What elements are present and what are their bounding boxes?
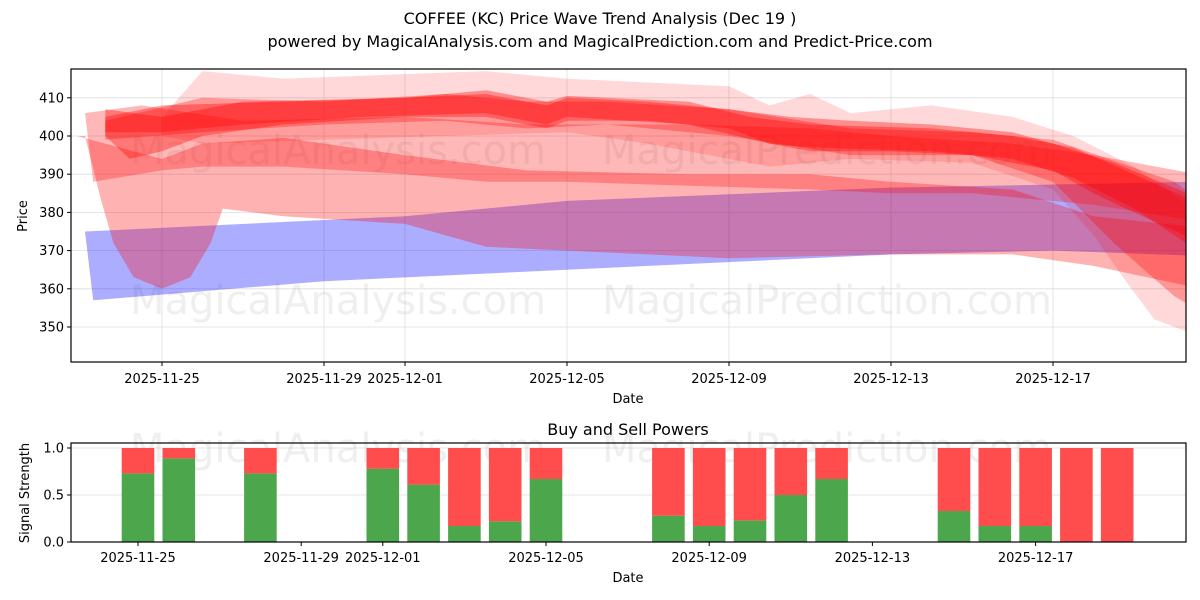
sell-bar xyxy=(407,448,440,485)
main-watermarks: MagicalAnalysis.com MagicalPrediction.com… xyxy=(130,128,1052,324)
x-tick-label: 2025-12-09 xyxy=(671,551,747,566)
sell-bar xyxy=(815,448,848,480)
buy-bar xyxy=(529,479,563,542)
x-tick-label: 2025-12-17 xyxy=(1015,372,1091,387)
bar-y-axis-label: Signal Strength xyxy=(18,443,33,543)
chart-title: COFFEE (KC) Price Wave Trend Analysis (D… xyxy=(403,9,797,28)
bar-plot-frame xyxy=(70,442,1187,543)
fading-wave-light-band xyxy=(162,71,1186,332)
sell-bar xyxy=(978,448,1012,527)
x-tick-label: 2025-12-05 xyxy=(529,372,605,387)
sell-bar xyxy=(1100,448,1134,542)
buy-bar xyxy=(815,479,848,542)
buy-bar xyxy=(366,468,400,542)
buy-bar xyxy=(692,526,726,542)
x-tick-label: 2025-12-09 xyxy=(691,372,767,387)
x-tick-label: 2025-12-05 xyxy=(508,551,584,566)
buy-bar xyxy=(978,526,1012,542)
buy-bar xyxy=(162,458,196,542)
sell-bar xyxy=(488,448,522,522)
sell-bar xyxy=(162,448,196,459)
x-tick-label: 2025-12-01 xyxy=(345,551,421,566)
main-y-axis-label: Price xyxy=(16,200,31,232)
sell-bar xyxy=(529,448,563,480)
watermark: MagicalPrediction.com xyxy=(602,128,1052,174)
core-wave-red-2-band xyxy=(105,90,1186,243)
y-tick-label: 370 xyxy=(39,244,64,259)
watermark: MagicalAnalysis.com xyxy=(130,128,546,174)
y-tick-label: 380 xyxy=(39,206,64,221)
sell-bar xyxy=(937,448,971,511)
main-grid xyxy=(71,69,1186,362)
x-tick-label: 2025-12-13 xyxy=(853,372,929,387)
y-tick-label: 390 xyxy=(39,168,64,183)
y-tick-label: 1.0 xyxy=(43,442,64,457)
sell-bar xyxy=(121,448,155,474)
bar-axis-ticks: 0.0 0.5 1.0 2025-11-25 2025-11-29 2025-12-01 2… xyxy=(43,442,1073,567)
wave-bands xyxy=(77,71,1186,332)
x-tick-label: 2025-11-25 xyxy=(100,551,176,566)
buy-bar xyxy=(407,484,440,542)
sell-bar xyxy=(366,448,400,469)
buy-bar xyxy=(733,520,767,542)
sell-bar xyxy=(244,448,277,474)
buy-bar xyxy=(774,495,808,542)
x-tick-label: 2025-11-29 xyxy=(263,551,339,566)
watermark: MagicalAnalysis.com xyxy=(130,278,546,324)
y-tick-label: 0.5 xyxy=(43,489,64,504)
buy-bar xyxy=(121,473,155,542)
buy-bar xyxy=(448,526,481,542)
signal-bars xyxy=(121,448,1134,542)
buy-bar xyxy=(1019,526,1052,542)
sell-bar xyxy=(652,448,685,516)
sell-bar xyxy=(733,448,767,521)
main-plot-frame xyxy=(70,68,1187,363)
sell-bar xyxy=(774,448,808,495)
y-tick-label: 360 xyxy=(39,282,64,297)
y-tick-label: 0.0 xyxy=(43,536,64,551)
signal-chart-title: Buy and Sell Powers xyxy=(547,420,709,439)
bar-x-axis-label: Date xyxy=(612,571,643,586)
y-tick-label: 350 xyxy=(39,321,64,336)
sell-bar xyxy=(1019,448,1052,527)
buy-bar xyxy=(937,510,971,542)
sell-bar xyxy=(448,448,481,527)
chart-subtitle: powered by MagicalAnalysis.com and Magic… xyxy=(267,32,933,51)
main-x-axis-label: Date xyxy=(612,392,643,407)
sell-bar xyxy=(692,448,726,527)
buy-bar xyxy=(488,521,522,542)
buy-bar xyxy=(652,515,685,542)
main-axis-ticks: 350 360 370 380 390 400 410 2025-11-25 2025-11-2… xyxy=(39,91,1091,387)
x-tick-label: 2025-12-01 xyxy=(367,372,443,387)
core-wave-red-3-band xyxy=(105,94,1186,304)
y-tick-label: 410 xyxy=(39,91,64,106)
bearish-wave-blue-band xyxy=(85,181,1186,301)
x-tick-label: 2025-12-13 xyxy=(835,551,911,566)
wide-wave-pink-band xyxy=(77,136,1186,289)
x-tick-label: 2025-11-29 xyxy=(286,372,362,387)
x-tick-label: 2025-12-17 xyxy=(998,551,1074,566)
watermark: MagicalPrediction.com xyxy=(602,278,1052,324)
y-tick-label: 400 xyxy=(39,130,64,145)
x-tick-label: 2025-11-25 xyxy=(124,372,200,387)
buy-bar xyxy=(244,473,277,542)
mid-wave-pink-band xyxy=(85,105,1186,220)
sell-bar xyxy=(1060,448,1093,542)
core-wave-red-1-band xyxy=(105,94,1186,236)
